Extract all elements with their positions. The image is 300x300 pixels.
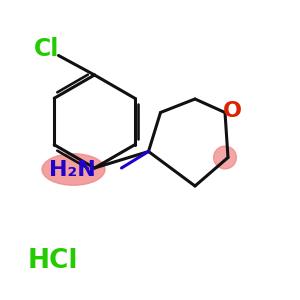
- Ellipse shape: [42, 154, 105, 185]
- Text: HCl: HCl: [27, 248, 78, 274]
- Text: O: O: [223, 101, 242, 121]
- Text: Cl: Cl: [34, 38, 59, 62]
- Circle shape: [214, 146, 236, 169]
- Text: H₂N: H₂N: [49, 160, 95, 179]
